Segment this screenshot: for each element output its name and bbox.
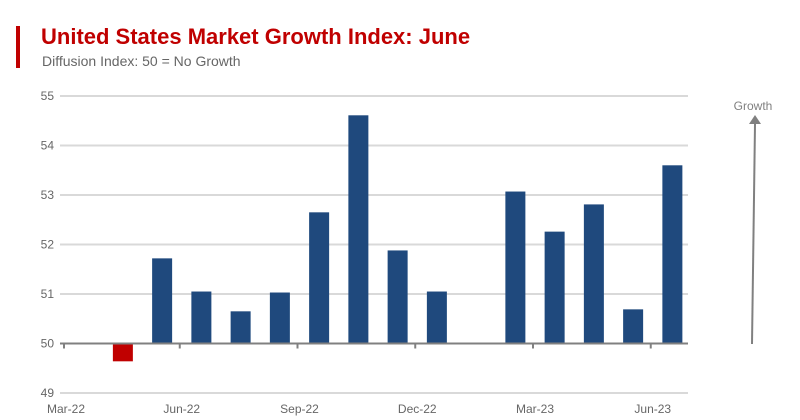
title-accent-bar: [16, 26, 20, 68]
x-tick-label: Mar-23: [516, 402, 554, 416]
bar-oct-22: [348, 115, 369, 344]
y-axis-labels: 49 50 51 52 53 54 55: [41, 89, 55, 400]
x-tick-label: Mar-22: [47, 402, 85, 416]
bar-aug-22: [269, 292, 290, 344]
bar-jun-22: [191, 291, 212, 344]
x-tick-label: Dec-22: [398, 402, 437, 416]
y-tick-label: 50: [41, 337, 55, 351]
bars: [112, 115, 683, 362]
bar-feb-23: [505, 191, 526, 344]
chart-title: United States Market Growth Index: June: [41, 24, 471, 49]
x-tick-label: Jun-23: [634, 402, 671, 416]
bar-dec-22: [426, 291, 447, 344]
bar-may-23: [623, 309, 644, 344]
bar-sep-22: [309, 212, 330, 344]
y-tick-label: 54: [41, 139, 55, 153]
y-tick-label: 49: [41, 386, 55, 400]
up-arrow-icon: [751, 123, 756, 345]
bar-mar-23: [544, 231, 565, 344]
growth-label: Growth: [734, 99, 773, 113]
bar-may-22: [152, 258, 173, 344]
y-tick-label: 52: [41, 238, 55, 252]
bar-nov-22: [387, 250, 408, 344]
bar-jun-23: [662, 165, 683, 344]
x-axis-labels: Mar-22 Jun-22 Sep-22 Dec-22 Mar-23 Jun-23: [47, 402, 671, 416]
y-tick-label: 55: [41, 89, 55, 103]
x-axis: [60, 342, 688, 349]
bar-jul-22: [230, 311, 251, 344]
chart-subtitle: Diffusion Index: 50 = No Growth: [42, 53, 241, 69]
bar-apr-22: [112, 343, 133, 362]
y-tick-label: 53: [41, 188, 55, 202]
y-tick-label: 51: [41, 287, 55, 301]
bar-apr-23: [583, 204, 604, 344]
x-tick-label: Sep-22: [280, 402, 319, 416]
x-tick-label: Jun-22: [163, 402, 200, 416]
growth-annotation: Growth: [734, 99, 773, 345]
up-arrow-head-icon: [749, 115, 761, 124]
